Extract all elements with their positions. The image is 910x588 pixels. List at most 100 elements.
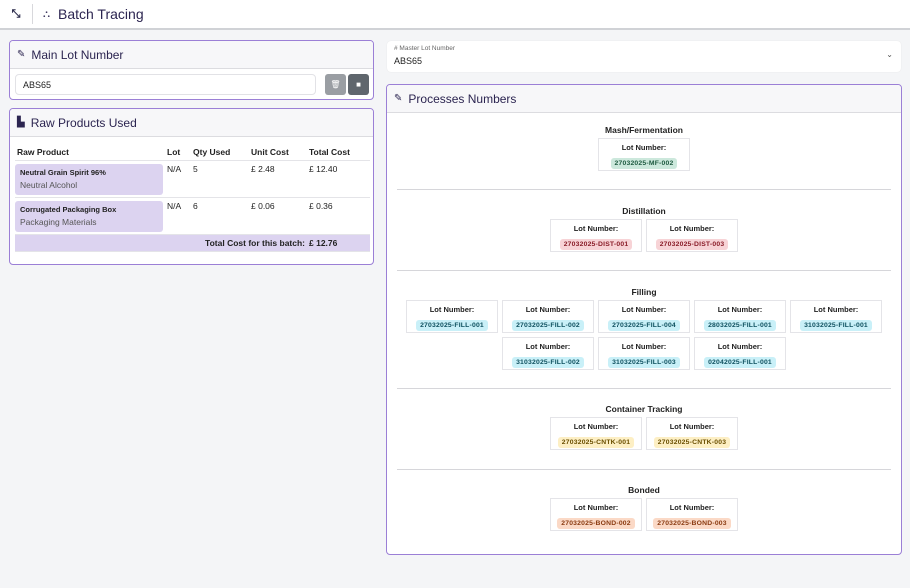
master-lot-label: # Master Lot Number <box>394 45 456 52</box>
table-header: Raw Product Lot Qty Used Unit Cost Total… <box>15 144 370 161</box>
section-divider <box>397 189 891 190</box>
lot-card: Lot Number: 27032025-BOND-002 <box>550 498 642 531</box>
lot-label: Lot Number: <box>429 305 475 314</box>
raw-products-table: Raw Product Lot Qty Used Unit Cost Total… <box>15 144 370 252</box>
col-raw-product: Raw Product <box>15 144 165 161</box>
edit-icon: ✎ <box>394 93 403 104</box>
lot-card: Lot Number: 27032025-CNTK-001 <box>550 417 642 450</box>
card-header: ✎ Main Lot Number <box>10 41 373 69</box>
section-title: Mash/Fermentation <box>605 125 683 135</box>
total-label: Total Cost for this batch: <box>15 234 307 252</box>
top-bar: ⤡ ⛬ Batch Tracing <box>0 0 910 30</box>
lot-label: Lot Number: <box>573 503 619 512</box>
lot-label: Lot Number: <box>669 224 715 233</box>
section-divider <box>397 388 891 389</box>
lot-label: Lot Number: <box>669 503 715 512</box>
product-name: Corrugated Packaging Box <box>20 204 117 214</box>
qty-cell: 6 <box>191 197 249 235</box>
save-icon: ■ <box>356 80 361 89</box>
boxes-icon: ▙ <box>17 117 25 128</box>
qty-cell: 5 <box>191 160 249 198</box>
lot-card: Lot Number: 27032025-MF-002 <box>598 138 690 171</box>
lot-list: Lot Number: 27032025-DIST-001 Lot Number: 2… <box>404 219 884 252</box>
lot-badge[interactable]: 27032025-CNTK-001 <box>557 437 635 448</box>
total-row: Total Cost for this batch: £ 12.76 <box>15 234 370 252</box>
process-section: Mash/Fermentation Lot Number: 27032025-MF-… <box>387 125 901 171</box>
lot-badge[interactable]: 27032025-MF-002 <box>610 158 678 169</box>
lot-badge[interactable]: 02042025-FILL-001 <box>704 357 776 368</box>
save-button[interactable]: ■ <box>348 74 369 95</box>
edit-icon: ✎ <box>17 49 26 60</box>
lot-badge[interactable]: 27032025-DIST-003 <box>655 239 729 250</box>
col-total-cost: Total Cost <box>307 144 370 161</box>
lot-label: Lot Number: <box>621 305 667 314</box>
total-cost-cell: £ 0.36 <box>307 197 370 235</box>
process-section: Distillation Lot Number: 27032025-DIST-001… <box>387 206 901 252</box>
lot-badge[interactable]: 28032025-FILL-001 <box>704 320 776 331</box>
lot-badge[interactable]: 27032025-BOND-003 <box>653 518 731 529</box>
lot-card: Lot Number: 31032025-FILL-003 <box>598 337 690 370</box>
lot-card: Lot Number: 27032025-DIST-003 <box>646 219 738 252</box>
process-section: Container Tracking Lot Number: 27032025-CN… <box>387 404 901 450</box>
main-lot-input[interactable]: ABS65 <box>15 74 316 95</box>
card-title: Raw Products Used <box>30 115 137 130</box>
product-name: Neutral Grain Spirit 96% <box>20 167 106 177</box>
lot-badge[interactable]: 31032025-FILL-002 <box>512 357 584 368</box>
lot-badge[interactable]: 27032025-BOND-002 <box>557 518 635 529</box>
lot-label: Lot Number: <box>717 305 763 314</box>
table-row: Corrugated Packaging Box Packaging Materi… <box>15 197 370 235</box>
chevron-down-icon: ⌄ <box>886 50 893 59</box>
lot-list: Lot Number: 27032025-MF-002 <box>404 138 884 171</box>
section-divider <box>397 469 891 470</box>
lot-badge[interactable]: 27032025-FILL-002 <box>512 320 584 331</box>
total-cost-cell: £ 12.40 <box>307 160 370 198</box>
main-lot-card: ✎ Main Lot Number ABS65 🗑 ■ <box>9 40 374 100</box>
lot-label: Lot Number: <box>717 342 763 351</box>
lot-label: Lot Number: <box>573 422 619 431</box>
col-unit-cost: Unit Cost <box>249 144 307 161</box>
master-lot-select[interactable]: # Master Lot Number ABS65 ⌄ <box>387 41 901 72</box>
lot-badge[interactable]: 27032025-DIST-001 <box>559 239 633 250</box>
unit-cost-cell: £ 2.48 <box>249 160 307 198</box>
section-title: Container Tracking <box>605 404 683 414</box>
lot-cell: N/A <box>165 197 191 235</box>
lot-badge[interactable]: 27032025-FILL-004 <box>608 320 680 331</box>
lot-badge[interactable]: 27032025-FILL-001 <box>416 320 488 331</box>
lot-card: Lot Number: 27032025-FILL-004 <box>598 300 690 333</box>
product-category: Neutral Alcohol <box>20 179 78 190</box>
lot-label: Lot Number: <box>525 342 571 351</box>
lot-card: Lot Number: 27032025-BOND-003 <box>646 498 738 531</box>
divider <box>32 4 33 24</box>
expand-icon[interactable]: ⤡ <box>11 7 21 20</box>
lot-card: Lot Number: 27032025-CNTK-003 <box>646 417 738 450</box>
product-category: Packaging Materials <box>20 216 97 227</box>
page-title-text: Batch Tracing <box>58 6 144 22</box>
lot-badge[interactable]: 31032025-FILL-003 <box>608 357 680 368</box>
lot-card: Lot Number: 31032025-FILL-001 <box>790 300 882 333</box>
col-qty: Qty Used <box>191 144 249 161</box>
card-header: ▙ Raw Products Used <box>10 109 373 137</box>
delete-button[interactable]: 🗑 <box>325 74 346 95</box>
raw-products-card: ▙ Raw Products Used Raw Product Lot Qty U… <box>9 108 374 265</box>
unit-cost-cell: £ 0.06 <box>249 197 307 235</box>
lot-cell: N/A <box>165 160 191 198</box>
lot-badge[interactable]: 27032025-CNTK-003 <box>653 437 731 448</box>
lot-card: Lot Number: 27032025-FILL-002 <box>502 300 594 333</box>
card-title: Main Lot Number <box>31 47 124 62</box>
lot-label: Lot Number: <box>525 305 571 314</box>
lot-label: Lot Number: <box>621 143 667 152</box>
table-row: Neutral Grain Spirit 96% Neutral Alcohol … <box>15 160 370 198</box>
process-section: Filling Lot Number: 27032025-FILL-001 Lot N… <box>387 287 901 370</box>
section-title: Distillation <box>622 206 666 216</box>
product-chip: Corrugated Packaging Box Packaging Materi… <box>15 200 163 232</box>
lot-badge[interactable]: 31032025-FILL-001 <box>800 320 872 331</box>
card-title: Processes Numbers <box>408 91 517 106</box>
section-divider <box>397 270 891 271</box>
lot-card: Lot Number: 02042025-FILL-001 <box>694 337 786 370</box>
total-value: £ 12.76 <box>307 234 370 252</box>
trash-icon: 🗑 <box>330 80 341 89</box>
lot-card: Lot Number: 27032025-DIST-001 <box>550 219 642 252</box>
lot-label: Lot Number: <box>669 422 715 431</box>
process-section: Bonded Lot Number: 27032025-BOND-002 Lot Nu… <box>387 485 901 531</box>
lot-label: Lot Number: <box>621 342 667 351</box>
